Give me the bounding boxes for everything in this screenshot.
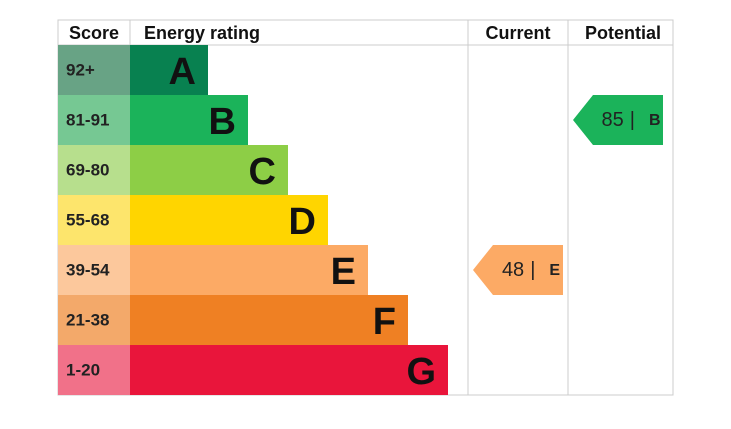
score-cell (58, 95, 130, 145)
rating-letter: D (289, 201, 316, 243)
score-range: 92+ (66, 61, 95, 80)
rating-letter: A (169, 51, 196, 93)
rating-letter: C (249, 151, 276, 193)
rating-bar (130, 195, 328, 245)
rating-bar (130, 45, 208, 95)
current-arrow (473, 245, 563, 295)
score-range: 69-80 (66, 161, 109, 180)
score-cell (58, 295, 130, 345)
rating-bar (130, 345, 448, 395)
header-score: Score (69, 23, 119, 43)
rating-bar (130, 145, 288, 195)
rating-letter: F (373, 301, 396, 343)
potential-arrow (573, 95, 663, 145)
potential-letter: B (649, 112, 661, 129)
rating-bar (130, 245, 368, 295)
separator: | (630, 109, 635, 131)
score-range: 55-68 (66, 211, 109, 230)
score-cell (58, 145, 130, 195)
separator: | (530, 259, 535, 281)
score-range: 21-38 (66, 311, 109, 330)
rating-bar (130, 95, 248, 145)
header-potential: Potential (585, 23, 661, 43)
score-range: 1-20 (66, 361, 100, 380)
current-value: 48 (502, 259, 524, 281)
score-cell (58, 345, 130, 395)
header-current: Current (485, 23, 550, 43)
rating-bar (130, 295, 408, 345)
score-cell (58, 45, 130, 95)
score-range: 81-91 (66, 111, 109, 130)
rating-letter: G (406, 351, 436, 393)
score-cell (58, 195, 130, 245)
potential-label: 85 | B (601, 109, 660, 131)
current-letter: E (549, 262, 560, 279)
score-cell (58, 245, 130, 295)
current-label: 48 | E (502, 259, 560, 281)
rating-letter: B (209, 101, 236, 143)
potential-value: 85 (601, 109, 623, 131)
score-range: 39-54 (66, 261, 110, 280)
header-rating: Energy rating (144, 23, 260, 43)
rating-letter: E (331, 251, 356, 293)
